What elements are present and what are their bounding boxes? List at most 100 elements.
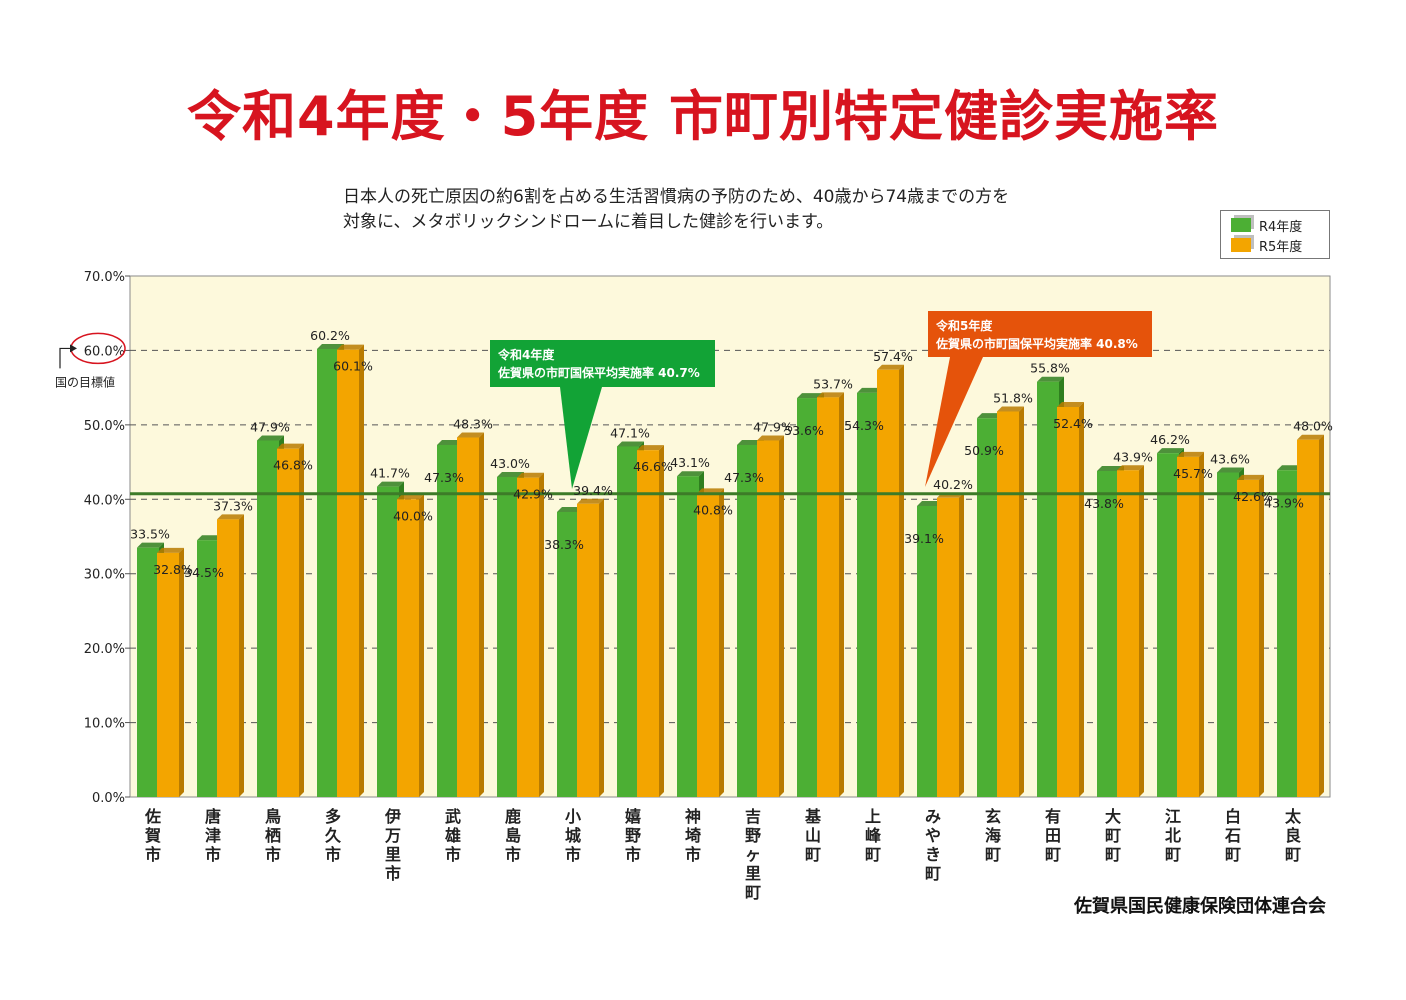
value-label-r5: 48.0% bbox=[1293, 419, 1333, 434]
category-group-14 bbox=[917, 492, 964, 797]
category-label: 佐賀市 bbox=[144, 807, 161, 864]
bar-side bbox=[599, 498, 604, 797]
callout-line-1: 令和5年度 bbox=[935, 318, 993, 333]
y-tick-label: 0.0% bbox=[92, 791, 125, 806]
category-label: 上峰町 bbox=[865, 807, 882, 864]
value-label-r5: 42.9% bbox=[513, 487, 553, 502]
bar-r4 bbox=[197, 540, 219, 797]
category-group-11 bbox=[737, 435, 784, 797]
category-label: 小城市 bbox=[565, 807, 581, 864]
source-credit: 佐賀県国民健康保険団体連合会 bbox=[1074, 896, 1326, 917]
value-label-r4: 43.1% bbox=[670, 455, 710, 470]
value-label-r4: 46.2% bbox=[1150, 432, 1190, 447]
bar-side bbox=[419, 494, 424, 797]
bar-top bbox=[497, 471, 524, 477]
category-group-2 bbox=[197, 514, 244, 797]
category-label: 白石町 bbox=[1224, 807, 1241, 864]
bar-r4 bbox=[1217, 472, 1239, 797]
bar-top bbox=[137, 542, 164, 548]
bar-side bbox=[1319, 434, 1324, 797]
bar-r5 bbox=[577, 503, 599, 797]
bar-r5 bbox=[997, 411, 1019, 797]
callout-line-2: 佐賀県の市町国保平均実施率 40.7% bbox=[497, 365, 700, 380]
value-label-r4: 41.7% bbox=[370, 466, 410, 481]
value-label-r4: 43.6% bbox=[1210, 451, 1250, 466]
category-group-10 bbox=[677, 471, 724, 797]
category-group-4 bbox=[317, 343, 364, 797]
value-label-r5: 57.4% bbox=[873, 349, 913, 364]
bar-r5 bbox=[1057, 406, 1079, 797]
bar-side bbox=[1019, 406, 1024, 797]
value-label-r4: 39.1% bbox=[904, 531, 944, 546]
legend-item-r5: R5年度 bbox=[1231, 236, 1303, 255]
value-label-r4: 43.9% bbox=[1264, 495, 1304, 510]
bar-r5 bbox=[157, 552, 179, 797]
y-tick-label: 50.0% bbox=[84, 419, 125, 434]
y-tick-label: 40.0% bbox=[84, 493, 125, 508]
bar-top bbox=[817, 392, 844, 398]
description-line-1: 日本人の死亡原因の約6割を占める生活習慣病の予防のため、40歳から74歳までの方… bbox=[343, 187, 1010, 207]
bar-top bbox=[677, 471, 704, 477]
category-group-5 bbox=[377, 481, 424, 797]
bar-side bbox=[1259, 474, 1264, 797]
bar-r4 bbox=[1157, 453, 1179, 797]
legend-label-r5: R5年度 bbox=[1259, 239, 1303, 255]
value-label-r4: 47.1% bbox=[610, 425, 650, 440]
bar-side bbox=[959, 492, 964, 797]
value-label-r5: 42.6% bbox=[1233, 489, 1273, 504]
category-group-17 bbox=[1097, 465, 1144, 797]
category-label: 江北町 bbox=[1165, 807, 1181, 864]
legend-item-r4: R4年度 bbox=[1231, 216, 1302, 235]
bar-top bbox=[797, 393, 824, 399]
callout-pointer bbox=[925, 357, 983, 487]
bar-r4 bbox=[137, 547, 159, 797]
bar-side bbox=[1199, 451, 1204, 797]
value-label-r4: 50.9% bbox=[964, 443, 1004, 458]
bar-top bbox=[337, 344, 364, 350]
bar-top bbox=[577, 498, 604, 504]
category-group-9 bbox=[617, 441, 664, 797]
bar-top bbox=[1097, 466, 1124, 472]
callout-line-2: 佐賀県の市町国保平均実施率 40.8% bbox=[935, 336, 1138, 351]
category-label: 太良町 bbox=[1284, 807, 1302, 864]
callout-pointer bbox=[560, 387, 602, 489]
value-label-r4: 47.3% bbox=[424, 470, 464, 485]
target-arrowhead bbox=[70, 344, 77, 353]
bar-top bbox=[157, 547, 184, 553]
bar-top bbox=[317, 343, 344, 349]
bar-top bbox=[1037, 376, 1064, 382]
value-label-r4: 43.0% bbox=[490, 456, 530, 471]
bar-r5 bbox=[457, 437, 479, 797]
bar-side bbox=[359, 344, 364, 797]
value-label-r5: 47.9% bbox=[753, 419, 793, 434]
legend-swatch-r4 bbox=[1231, 218, 1251, 232]
category-label: 神埼市 bbox=[685, 807, 701, 864]
value-label-r4: 34.5% bbox=[184, 565, 224, 580]
bar-r5 bbox=[1297, 439, 1319, 797]
category-group-19 bbox=[1217, 467, 1264, 797]
bar-r4 bbox=[737, 444, 759, 797]
bar-top bbox=[1237, 474, 1264, 480]
bar-r5 bbox=[277, 448, 299, 797]
value-label-r5: 40.0% bbox=[393, 508, 433, 523]
value-label-r5: 40.2% bbox=[933, 477, 973, 492]
bar-r5 bbox=[1237, 479, 1259, 797]
bar-r4 bbox=[437, 444, 459, 797]
category-group-7 bbox=[497, 471, 544, 797]
category-label: 大町町 bbox=[1105, 807, 1121, 864]
value-label-r5: 60.1% bbox=[333, 359, 373, 374]
category-label: 吉野ヶ里町 bbox=[745, 807, 761, 902]
category-label: 嬉野市 bbox=[624, 807, 641, 864]
bar-r4 bbox=[317, 348, 339, 797]
bar-r4 bbox=[797, 398, 819, 797]
bar-top bbox=[457, 432, 484, 438]
bar-r4 bbox=[917, 505, 939, 797]
value-label-r5: 37.3% bbox=[213, 498, 253, 513]
bar-r5 bbox=[637, 450, 659, 797]
value-label-r5: 48.3% bbox=[453, 417, 493, 432]
bar-side bbox=[1079, 401, 1084, 797]
bar-top bbox=[1297, 434, 1324, 440]
category-label: 玄海町 bbox=[985, 807, 1001, 864]
bar-r4 bbox=[257, 440, 279, 797]
